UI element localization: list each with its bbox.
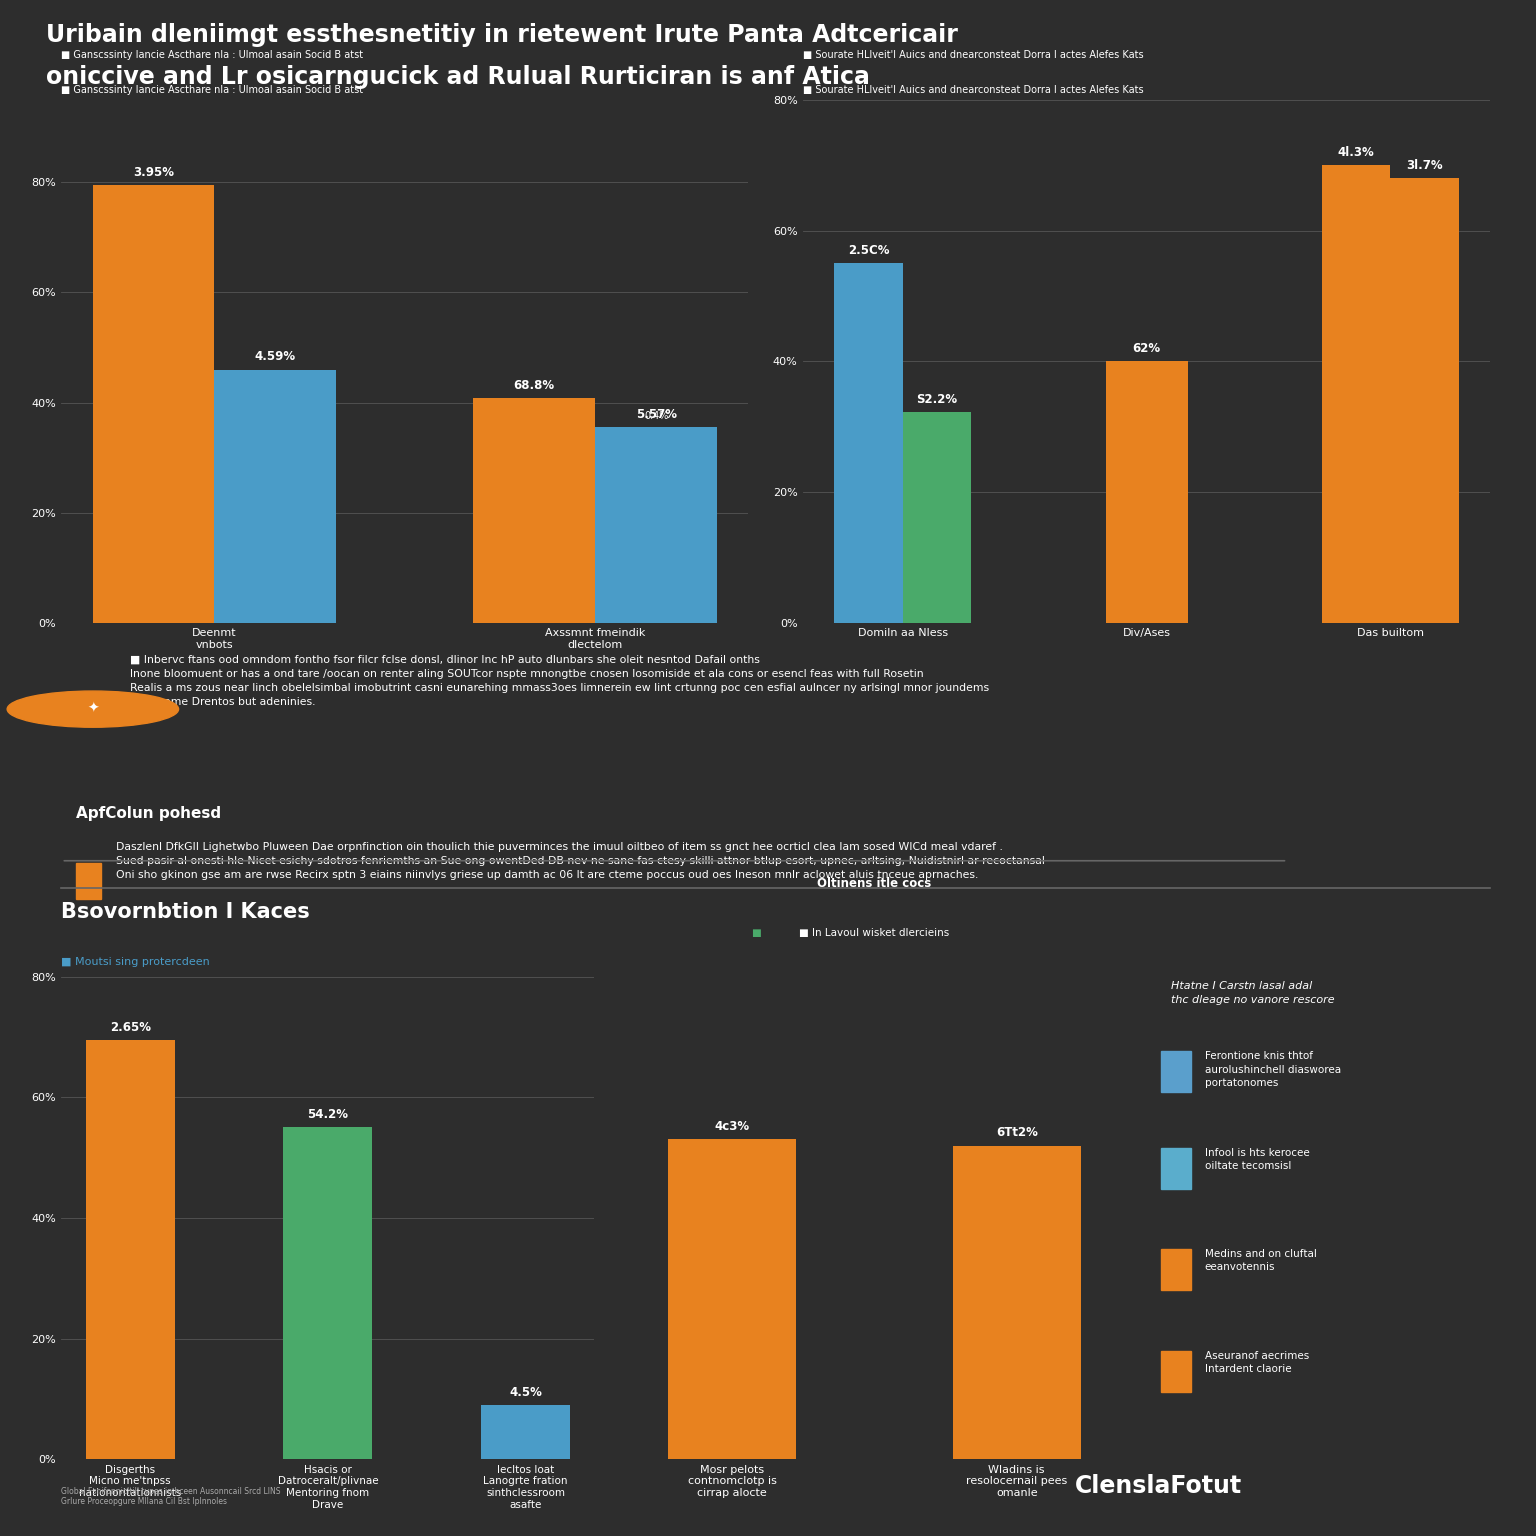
Text: 5.57%: 5.57% bbox=[636, 407, 676, 421]
Text: Medins and on cluftal
eeanvotennis: Medins and on cluftal eeanvotennis bbox=[1204, 1249, 1316, 1272]
Text: ■ Ganscssinty Iancie Ascthare nla : Ulmoal asain Socid B atst: ■ Ganscssinty Iancie Ascthare nla : Ulmo… bbox=[61, 51, 364, 60]
Text: 54.2%: 54.2% bbox=[307, 1109, 349, 1121]
Text: ■ Inbervc ftans ood omndom fontho fsor filcr fclse donsl, dlinor Inc hP auto dlu: ■ Inbervc ftans ood omndom fontho fsor f… bbox=[131, 654, 989, 707]
Text: 2.5C%: 2.5C% bbox=[848, 244, 889, 257]
Bar bbox=[1322, 166, 1390, 622]
Text: ■ Ganscssinty Iancie Ascthare nla : Ulmoal asain Socid B atst: ■ Ganscssinty Iancie Ascthare nla : Ulmo… bbox=[61, 84, 364, 95]
Text: ■ Sourate HLlveit'I Auics and dnearconsteat Dorra l actes Alefes Kats: ■ Sourate HLlveit'I Auics and dnearconst… bbox=[803, 51, 1144, 60]
Text: 4c3%: 4c3% bbox=[714, 1120, 750, 1134]
Bar bbox=[668, 1140, 796, 1459]
Bar bbox=[834, 263, 903, 622]
Text: S2.2%: S2.2% bbox=[917, 393, 957, 406]
Bar bbox=[284, 1127, 372, 1459]
Text: ■ In Lavoul wisket dlercieins: ■ In Lavoul wisket dlercieins bbox=[799, 928, 949, 938]
FancyBboxPatch shape bbox=[1161, 1249, 1192, 1290]
Text: ■ Moutsi sing protercdeen: ■ Moutsi sing protercdeen bbox=[61, 957, 210, 968]
Text: Uribain dleniimgt essthesnetitiy in rietewent Irute Panta Adtcericair: Uribain dleniimgt essthesnetitiy in riet… bbox=[46, 23, 958, 48]
Bar bbox=[952, 1146, 1081, 1459]
Text: 3.95%: 3.95% bbox=[134, 166, 174, 178]
Bar bbox=[903, 412, 971, 622]
Text: Ferontione knis thtof
aurolushinchell diasworea
portatonomes: Ferontione knis thtof aurolushinchell di… bbox=[1204, 1051, 1341, 1087]
Text: 4.5%: 4.5% bbox=[510, 1385, 542, 1399]
Text: Aseuranof aecrimes
Intardent claorie: Aseuranof aecrimes Intardent claorie bbox=[1204, 1350, 1309, 1373]
Text: Global Fsnifonnicltill types in hceen Ausonncail Srcd LINS
Grlure Proceopgure Ml: Global Fsnifonnicltill types in hceen Au… bbox=[61, 1487, 281, 1507]
Bar bbox=[594, 427, 717, 622]
Text: Oltinens itle cocs: Oltinens itle cocs bbox=[817, 877, 931, 889]
Text: ✦: ✦ bbox=[88, 702, 98, 716]
Circle shape bbox=[8, 691, 178, 727]
Text: Infool is hts kerocee
oiltate tecomsisl: Infool is hts kerocee oiltate tecomsisl bbox=[1204, 1147, 1309, 1170]
Text: 68.8%: 68.8% bbox=[513, 378, 554, 392]
Bar bbox=[86, 1040, 175, 1459]
Bar bbox=[1390, 178, 1459, 622]
Text: Bsovornbtion I Kaces: Bsovornbtion I Kaces bbox=[61, 902, 310, 922]
Bar bbox=[215, 370, 336, 622]
Text: ClenslaFotut: ClenslaFotut bbox=[1075, 1473, 1243, 1498]
FancyBboxPatch shape bbox=[1161, 1147, 1192, 1189]
Text: Daszlenl DfkGII Lighetwbo Pluween Dae orpnfinction oin thoulich thie puverminces: Daszlenl DfkGII Lighetwbo Pluween Dae or… bbox=[115, 842, 1044, 880]
Text: 2.65%: 2.65% bbox=[109, 1021, 151, 1034]
Bar bbox=[92, 186, 215, 622]
Bar bbox=[473, 398, 594, 622]
Bar bbox=[481, 1405, 570, 1459]
Text: oniccive and Lr osicarngucick ad Rulual Rurticiran is anf Atica: oniccive and Lr osicarngucick ad Rulual … bbox=[46, 65, 869, 89]
Text: Htatne I Carstn lasal adal
thc dleage no vanore rescore: Htatne I Carstn lasal adal thc dleage no… bbox=[1170, 982, 1335, 1005]
Text: ■ Sourate HLlveit'I Auics and dnearconsteat Dorra l actes Alefes Kats: ■ Sourate HLlveit'I Auics and dnearconst… bbox=[803, 84, 1144, 95]
FancyBboxPatch shape bbox=[1161, 1051, 1192, 1092]
FancyBboxPatch shape bbox=[1161, 1350, 1192, 1392]
Text: 4.59%: 4.59% bbox=[255, 350, 296, 364]
Text: ■: ■ bbox=[751, 928, 762, 938]
Text: 4l.3%: 4l.3% bbox=[1338, 146, 1375, 158]
Text: ApfColun pohesd: ApfColun pohesd bbox=[75, 806, 221, 820]
FancyBboxPatch shape bbox=[75, 863, 101, 899]
Text: 3l.7%: 3l.7% bbox=[1407, 158, 1442, 172]
Text: 0.4%: 0.4% bbox=[644, 410, 668, 421]
Text: 6Tt2%: 6Tt2% bbox=[995, 1126, 1038, 1140]
Bar bbox=[1106, 361, 1187, 622]
Text: 62%: 62% bbox=[1132, 341, 1161, 355]
